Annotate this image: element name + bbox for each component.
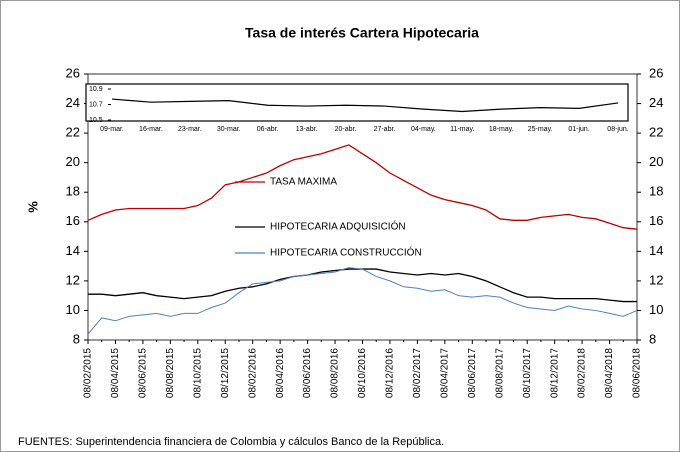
- series-line: [87, 144, 638, 230]
- x-tick-label: 08/10/2017: [522, 348, 533, 398]
- inset-x-tick-label: 25-may.: [528, 126, 553, 133]
- x-tick-label: 08/02/2016: [247, 348, 258, 398]
- inset-x-tick-label: 16-mar.: [139, 126, 163, 133]
- x-tick-label: 08/04/2016: [275, 348, 286, 398]
- x-tick-label: 08/08/2015: [165, 348, 176, 398]
- y-tick-label: 24: [66, 95, 80, 110]
- y2-tick-label: 12: [649, 272, 663, 287]
- legend-label: TASA MAXIMA: [270, 177, 337, 188]
- x-tick-label: 08/06/2017: [467, 348, 478, 398]
- y2-tick-label: 10: [649, 302, 663, 317]
- inset-x-tick-label: 20-abr.: [335, 126, 357, 133]
- x-tick-label: 08/12/2015: [220, 348, 231, 398]
- x-tick-label: 08/08/2016: [330, 348, 341, 398]
- y-tick-label: 18: [66, 184, 80, 199]
- inset-x-tick-label: 18-may.: [489, 126, 514, 133]
- inset-y-tick-label: 10.9: [89, 86, 103, 93]
- y-tick-label: 22: [66, 125, 80, 140]
- y2-tick-label: 8: [649, 331, 656, 346]
- x-tick-label: 08/10/2016: [357, 348, 368, 398]
- y2-tick-label: 26: [649, 65, 663, 80]
- inset-frame: [85, 83, 629, 122]
- legend-label: HIPOTECARIA CONSTRUCCIÓN: [270, 246, 422, 259]
- inset-line: [111, 98, 619, 113]
- x-tick-label: 08/10/2015: [192, 348, 203, 398]
- series-line: [87, 267, 638, 335]
- y2-tick-label: 18: [649, 184, 663, 199]
- x-tick-label: 08/02/2018: [577, 348, 588, 398]
- inset-x-tick-label: 06-abr.: [257, 126, 279, 133]
- inset-x-tick-label: 09-mar.: [100, 126, 124, 133]
- y2-tick-label: 14: [649, 243, 663, 258]
- inset-x-tick-label: 11-may.: [450, 126, 474, 133]
- x-tick-label: 08/12/2016: [385, 348, 396, 398]
- x-tick-label: 08/04/2015: [110, 348, 121, 398]
- y-tick-label: 12: [66, 272, 80, 287]
- x-tick-label: 08/02/2015: [83, 348, 94, 398]
- y-tick-label: 10: [66, 302, 80, 317]
- x-tick-label: 08/06/2018: [632, 348, 643, 398]
- x-tick-label: 08/02/2017: [412, 348, 423, 398]
- x-tick-label: 08/04/2018: [604, 348, 615, 398]
- x-tick-label: 08/08/2017: [494, 348, 505, 398]
- y2-tick-label: 24: [649, 95, 663, 110]
- inset-x-tick-label: 27-abr.: [374, 126, 396, 133]
- y-tick-label: 16: [66, 213, 80, 228]
- inset-x-tick-label: 13-abr.: [296, 126, 318, 133]
- inset-x-tick-label: 08-jun.: [607, 126, 628, 133]
- y2-tick-label: 16: [649, 213, 663, 228]
- y2-tick-label: 22: [649, 125, 663, 140]
- x-tick-label: 08/04/2017: [439, 348, 450, 398]
- inset-x-tick-label: 30-mar.: [217, 126, 241, 133]
- inset-x-tick-label: 04-may.: [411, 126, 436, 133]
- y-tick-label: 8: [73, 331, 80, 346]
- x-tick-label: 08/12/2017: [549, 348, 560, 398]
- source-note: FUENTES: Superintendencia financiera de …: [18, 436, 444, 448]
- y-axis-label: %: [25, 201, 40, 213]
- x-tick-label: 08/06/2015: [138, 348, 149, 398]
- inset-y-tick-label: 10.7: [89, 101, 103, 108]
- y-tick-label: 26: [66, 65, 80, 80]
- y-tick-label: 20: [66, 154, 80, 169]
- y2-tick-label: 20: [649, 154, 663, 169]
- x-tick-label: 08/06/2016: [302, 348, 313, 398]
- inset-y-tick-label: 10.5: [89, 117, 103, 124]
- y-tick-label: 14: [66, 243, 80, 258]
- chart-title: Tasa de interés Cartera Hipotecaria: [245, 25, 479, 41]
- inset-x-tick-label: 01-jun.: [568, 126, 589, 133]
- legend-label: HIPOTECARIA ADQUISICIÓN: [270, 220, 406, 233]
- inset-x-tick-label: 23-mar.: [178, 126, 202, 133]
